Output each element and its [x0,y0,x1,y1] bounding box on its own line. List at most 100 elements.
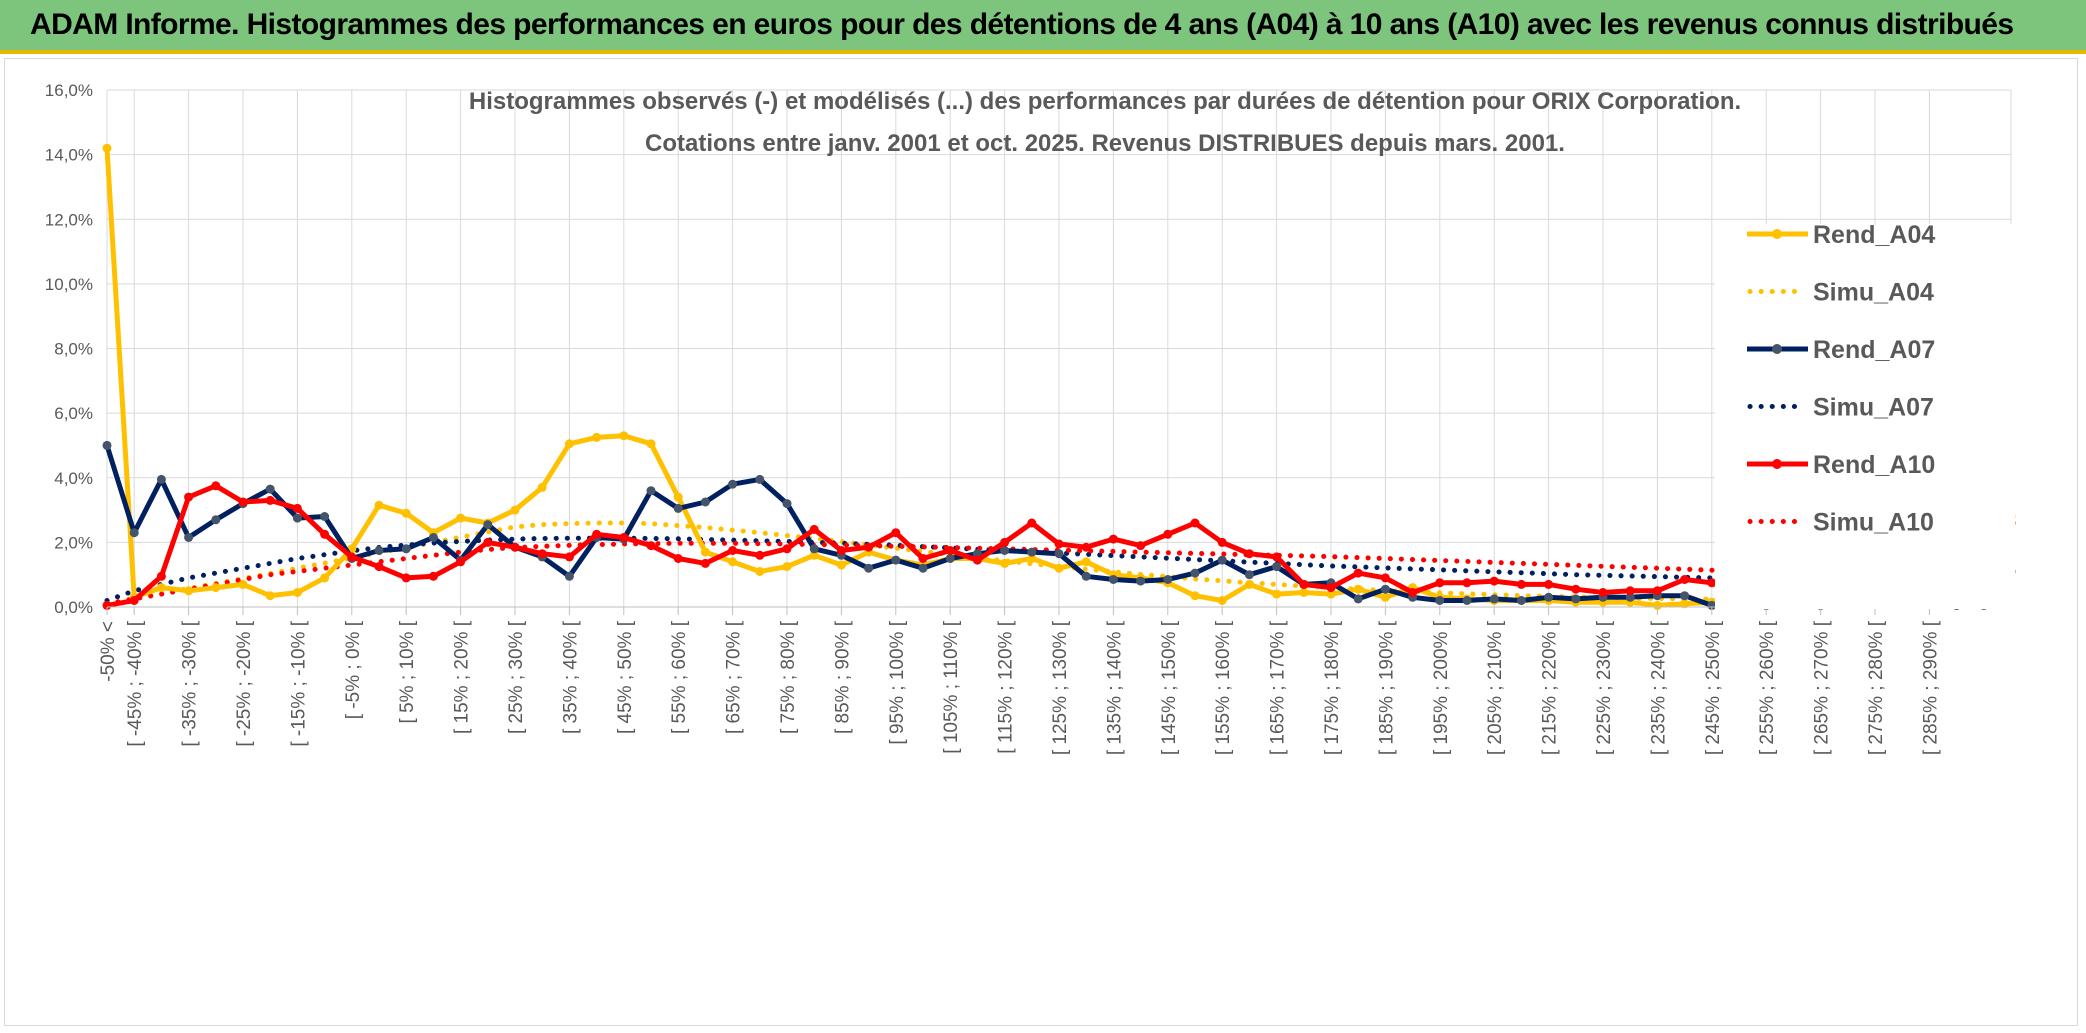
data-point [129,596,139,605]
chart-title-line2: Cotations entre janv. 2001 et oct. 2025.… [645,130,1565,157]
legend-item-Rend_A07: Rend_A07 [1747,336,1935,364]
legend-item-Simu_A10: Simu_A10 [1747,509,1934,537]
data-point [1435,578,1445,588]
data-point [809,524,819,534]
data-point [1081,542,1091,552]
data-point [374,562,384,572]
x-tick-label: [ 15% ; 20% [ [452,620,473,734]
data-point [1190,568,1200,578]
data-point [864,563,874,573]
data-point [1027,547,1037,557]
data-point [1489,594,1499,604]
legend-item-Rend_A04: Rend_A04 [1747,221,1935,249]
x-tick-label: [ 285% ; 290% [ [1920,620,1941,755]
legend-item-Simu_A04: Simu_A04 [1747,279,1934,307]
x-tick-label: [ 65% ; 70% [ [724,620,745,734]
x-tick-label: [ 255% ; 260% [ [1757,620,1778,755]
x-tick-label: [ 185% ; 190% [ [1376,620,1397,755]
data-point [1000,537,1010,547]
legend-label: Simu_A10 [1813,509,1934,537]
data-point [700,547,710,557]
data-point [891,555,901,565]
x-tick-label: [ 35% ; 40% [ [560,620,581,734]
data-point [864,542,874,552]
data-point [782,544,792,554]
x-tick-label: [ -45% ; -40% [ [125,620,146,746]
data-point [211,481,221,491]
x-tick-label: [ 85% ; 90% [ [832,620,853,734]
data-point [564,552,574,562]
data-point [1680,591,1690,601]
data-point [1353,584,1363,594]
data-point [1244,549,1254,559]
legend-item-Rend_A10: Rend_A10 [1747,451,1935,479]
y-tick-label: 14,0% [45,146,93,165]
data-point [1054,563,1064,573]
data-point [374,500,384,510]
data-point [292,588,302,597]
data-point [1027,518,1037,528]
data-point [211,515,221,525]
x-tick-label: [ -35% ; -30% [ [180,620,201,746]
data-point [292,513,302,523]
data-point [1625,586,1635,596]
data-point [564,571,574,581]
data-point [537,549,547,559]
data-point [156,583,166,593]
x-tick-label: [ 265% ; 270% [ [1812,620,1833,755]
data-point [1027,554,1037,563]
x-tick-label: [ 155% ; 160% [ [1213,620,1234,755]
data-point [592,432,602,442]
legend-label: Rend_A10 [1813,451,1935,479]
data-point [1380,584,1390,594]
data-point [320,573,330,583]
data-point [238,497,248,507]
data-point [102,440,112,450]
data-point [238,579,248,589]
data-point [1707,578,1717,588]
data-point [211,583,221,593]
data-point [1081,571,1091,581]
data-point [836,546,846,555]
x-tick-label: [ 175% ; 180% [ [1322,620,1343,755]
data-point [673,503,683,513]
legend-box [1715,224,2015,609]
y-axis: 0,0% 2,0% 4,0% 6,0% 8,0% 10,0% 12,0% 14,0% 16,0% [45,81,93,617]
x-tick-label: [ 235% ; 240% [ [1648,620,1669,755]
x-tick-label: [ 25% ; 30% [ [506,620,527,734]
data-point [673,554,683,563]
data-point [1244,570,1254,580]
x-tick-label: [ 115% ; 120% [ [996,620,1017,753]
x-tick-label: -50% < [98,621,119,682]
data-point [1380,592,1390,602]
data-point [292,503,302,513]
data-point [1516,596,1526,605]
x-tick-label: [ 105% ; 110% [ [941,620,962,753]
x-tick-label: [ 75% ; 80% [ [778,620,799,734]
data-point [483,520,493,530]
data-point [510,542,520,552]
data-point [728,479,738,489]
legend-item-Simu_A07: Simu_A07 [1747,394,1934,422]
data-point [1299,588,1309,597]
data-point [347,552,357,562]
data-point [102,600,112,610]
data-point [1462,596,1472,605]
data-point [1136,576,1146,586]
data-point [1272,552,1282,562]
data-point [728,546,738,555]
data-point [265,495,275,505]
data-point [782,562,792,572]
data-point [401,544,411,554]
data-point [1081,557,1091,567]
data-point [265,591,275,601]
legend-label: Rend_A07 [1813,336,1935,364]
data-point [619,533,629,542]
data-point [401,573,411,583]
x-tick-label: [ 165% ; 170% [ [1268,620,1289,755]
legend-marker [1772,229,1782,239]
x-tick-label: [ 215% ; 220% [ [1540,620,1561,755]
data-point [129,528,139,538]
data-point [782,499,792,509]
data-point [428,533,438,542]
